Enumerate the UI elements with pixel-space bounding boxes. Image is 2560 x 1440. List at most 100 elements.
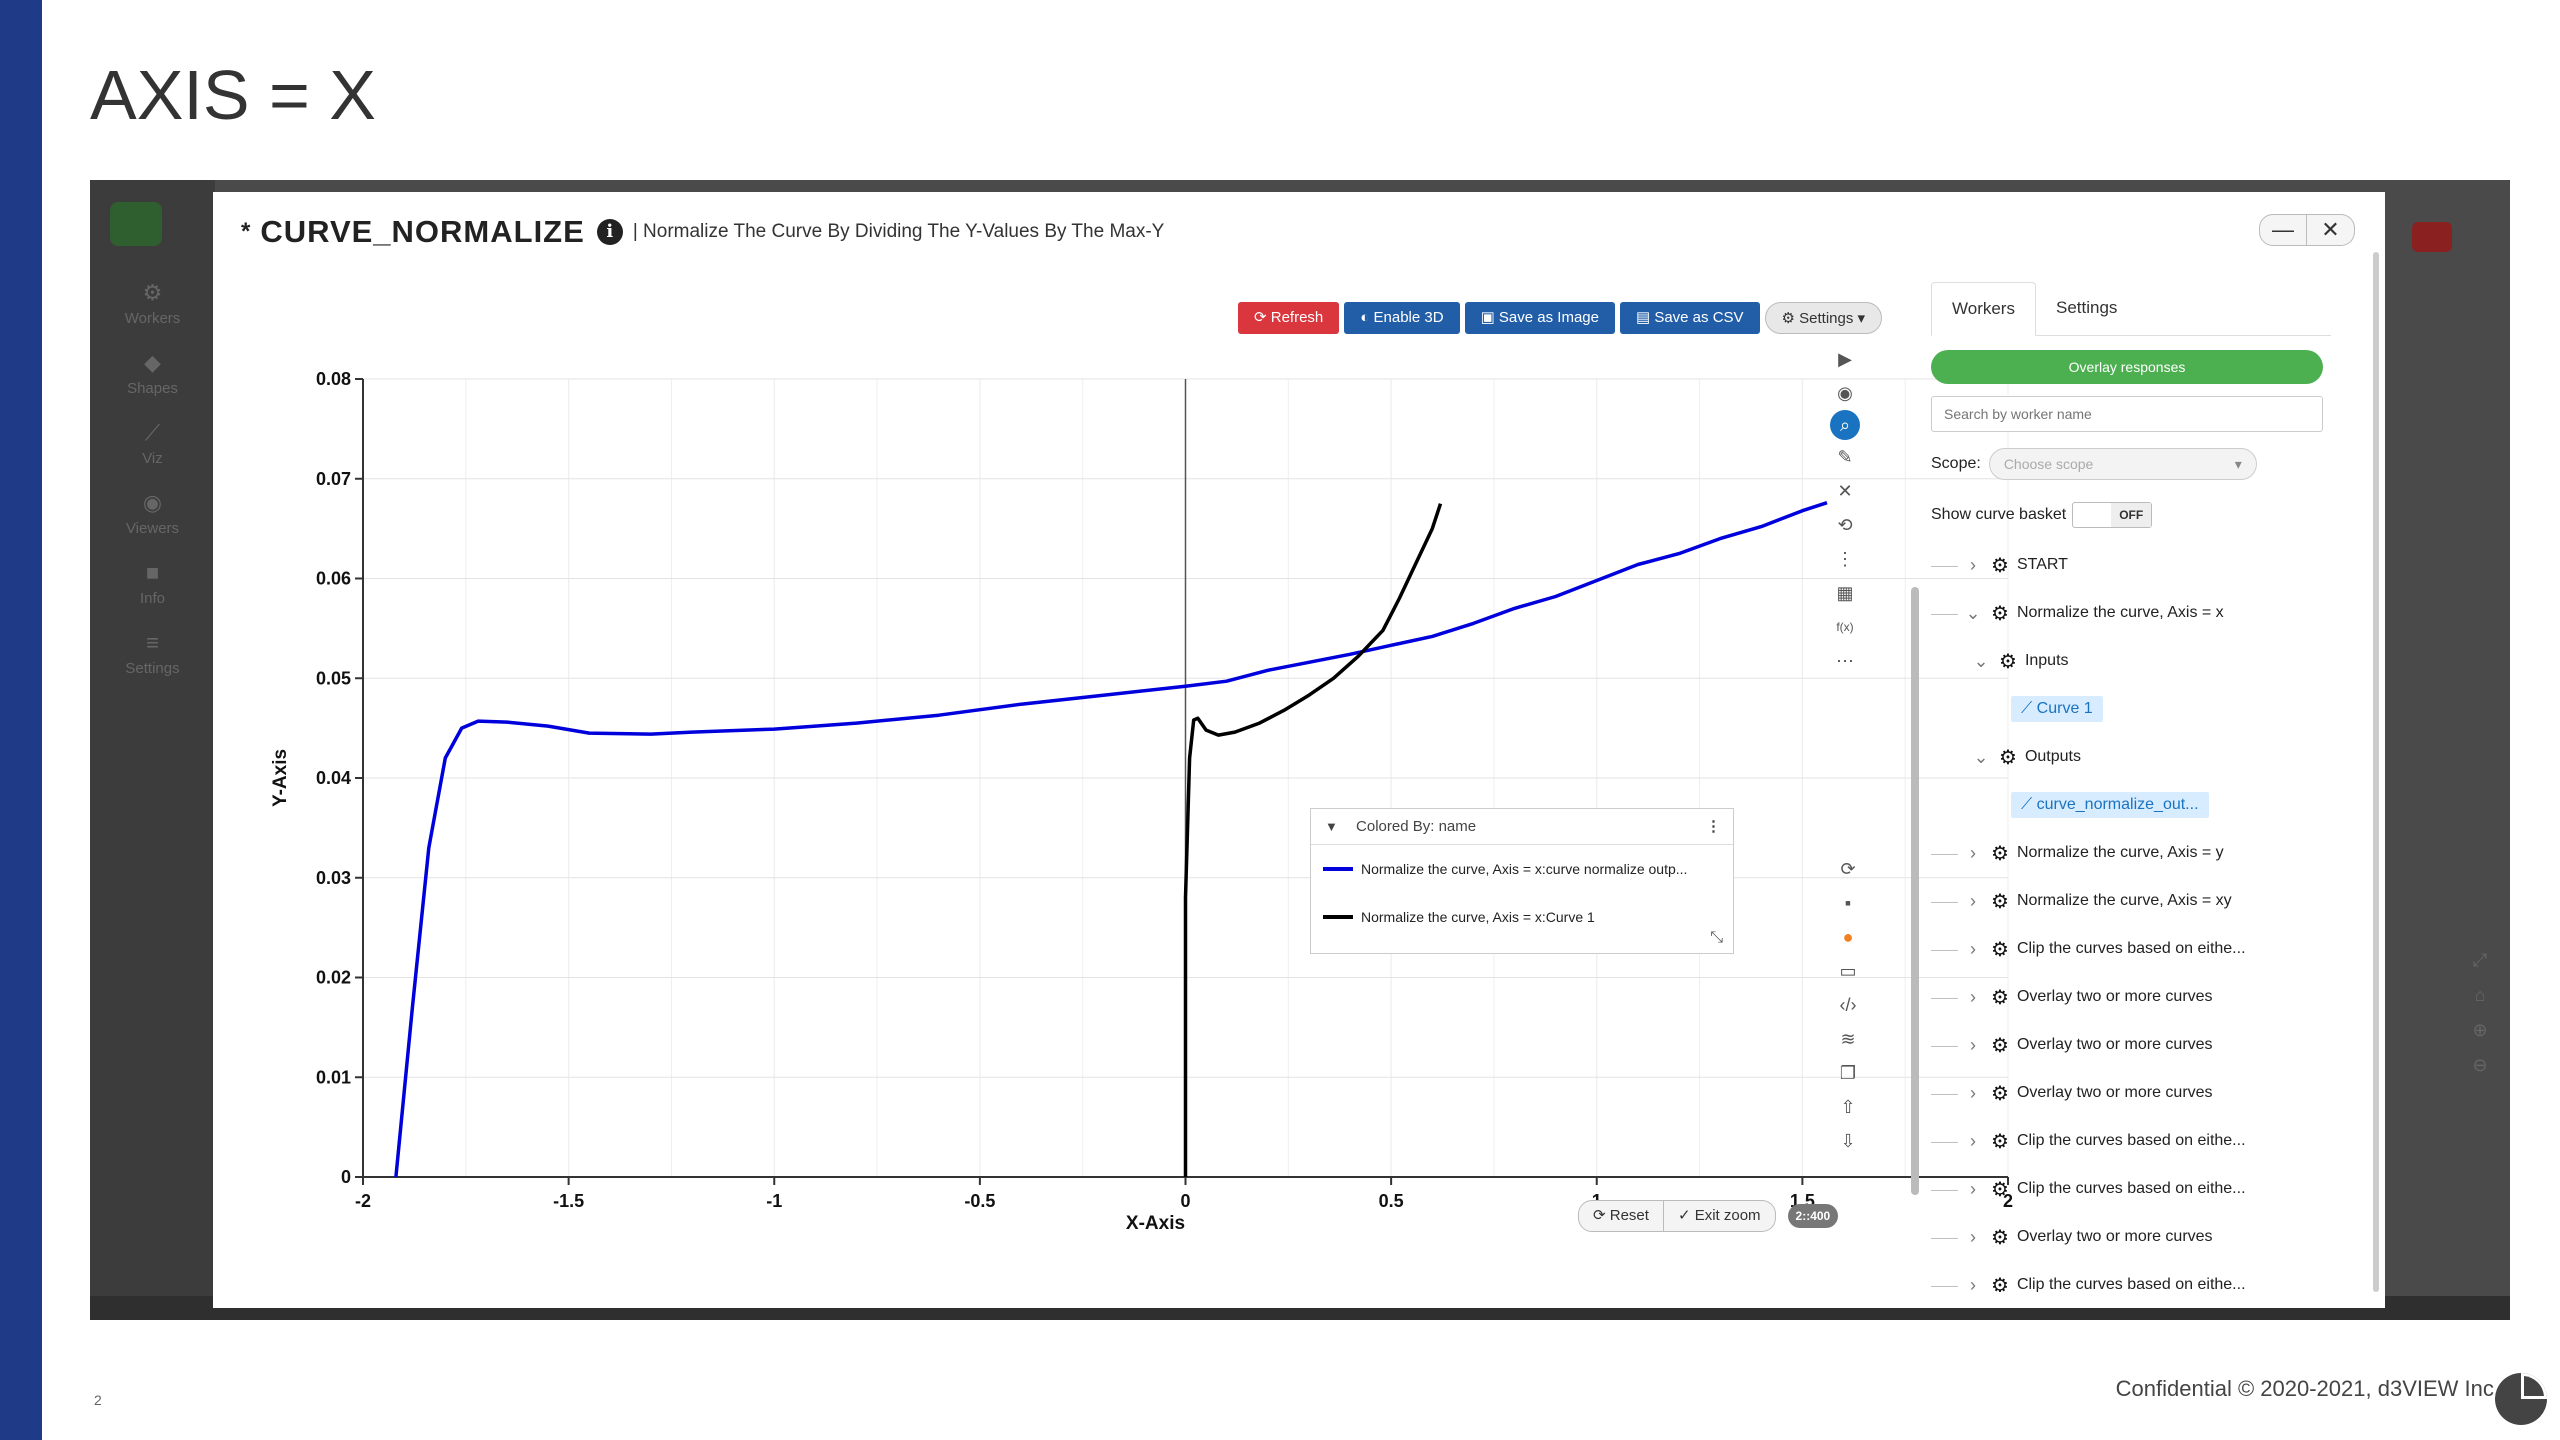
chevron-icon[interactable]: › (1970, 1130, 1976, 1151)
sync-icon[interactable]: ⟲ (1837, 515, 1853, 535)
save-icon[interactable]: ▪ (1844, 893, 1852, 913)
legend-item[interactable]: Normalize the curve, Axis = x:curve norm… (1311, 845, 1733, 893)
crosshair-icon[interactable]: ✕ (1837, 481, 1853, 501)
chevron-icon[interactable]: › (1970, 842, 1976, 863)
chevron-icon[interactable]: › (1970, 938, 1976, 959)
workers-panel: Workers Settings Overlay responses Scope… (1931, 282, 2331, 1292)
curve-basket-toggle[interactable]: OFF (2072, 502, 2153, 528)
modal-scrollbar[interactable] (2373, 252, 2379, 1292)
chevron-icon[interactable]: › (1970, 1226, 1976, 1247)
chevron-icon[interactable]: › (1970, 1082, 1976, 1103)
gear-icon: ⚙ (1991, 1130, 2009, 1153)
keyboard-icon[interactable]: ▭ (1839, 961, 1857, 981)
tree-item[interactable]: —— › ⚙ Overlay two or more curves (1931, 1034, 2213, 1057)
gear-icon: ⚙ (1999, 746, 2017, 769)
settings-dropdown[interactable]: ⚙ Settings ▾ (1764, 302, 1883, 334)
y-tick-label: 0.03 (316, 868, 351, 888)
info-icon[interactable]: i (596, 219, 623, 245)
save-csv-button[interactable]: ▤ Save as CSV (1619, 302, 1760, 334)
worker-search-input[interactable] (1931, 396, 2323, 432)
tab-workers[interactable]: Workers (1931, 282, 2036, 336)
exit-zoom-button[interactable]: ✓ Exit zoom (1663, 1200, 1776, 1232)
tree-item[interactable]: —— ⌄ ⚙ Normalize the curve, Axis = x (1931, 602, 2224, 625)
file-icon: ▤ (1635, 309, 1655, 326)
tree-connector: —— (1931, 893, 1958, 909)
chevron-icon[interactable]: ⌄ (1973, 746, 1989, 767)
tree-item[interactable]: —— › ⚙ Normalize the curve, Axis = xy (1931, 890, 2232, 913)
chevron-icon[interactable]: › (1970, 890, 1976, 911)
y-tick-label: 0 (341, 1167, 351, 1187)
chevron-icon[interactable]: › (1970, 986, 1976, 1007)
enable-3d-button[interactable]: ◐ Enable 3D (1344, 302, 1460, 334)
chevron-icon[interactable]: › (1970, 554, 1976, 575)
layers-icon[interactable]: ≋ (1840, 1029, 1856, 1049)
play-icon[interactable]: ▶ (1838, 349, 1852, 369)
tree-item[interactable]: ⌄ ⚙ Inputs (1971, 644, 2068, 678)
chevron-icon[interactable]: ⌄ (1965, 602, 1981, 623)
caret-down-icon[interactable]: ▼ (1325, 819, 1338, 834)
upload-icon[interactable]: ⇧ (1840, 1097, 1856, 1117)
tree-item[interactable]: —— › ⚙ Clip the curves based on eithe... (1931, 1130, 2246, 1153)
series-line (394, 501, 1828, 1178)
zoom-ratio-badge: 2::400 (1787, 1204, 1839, 1228)
panel-tabs: Workers Settings (1931, 282, 2331, 336)
save-image-button[interactable]: ▣ Save as Image (1464, 302, 1615, 334)
page-number: 2 (94, 1392, 102, 1408)
code-icon[interactable]: ‹/› (1839, 995, 1857, 1015)
chart-legend[interactable]: ▼ Colored By: name ⋮ Normalize the curve… (1310, 808, 1734, 954)
legend-header[interactable]: ▼ Colored By: name ⋮ (1311, 809, 1733, 845)
tree-connector: —— (1931, 557, 1958, 573)
refresh-icon[interactable]: ⟳ (1840, 859, 1856, 879)
modal-header: * CURVE_NORMALIZE i | Normalize The Curv… (241, 214, 1164, 250)
gear-icon: ⚙ (1991, 890, 2009, 913)
nav-viz[interactable]: ⟋ Viz (90, 420, 215, 467)
nav-viewers[interactable]: ◉ Viewers (90, 490, 215, 537)
tree-item[interactable]: —— › ⚙ Clip the curves based on eithe... (1931, 1178, 2246, 1201)
copy-icon[interactable]: ❐ (1839, 1063, 1857, 1083)
chevron-icon[interactable]: ⌄ (1973, 650, 1989, 671)
nav-info[interactable]: ■ Info (90, 560, 215, 607)
more-vertical-icon[interactable]: ⋮ (1836, 549, 1854, 569)
eye-icon[interactable]: ◉ (1837, 383, 1853, 403)
table-icon[interactable]: ▦ (1836, 583, 1854, 603)
zoom-tool-icon[interactable]: ⌕ (1830, 410, 1860, 440)
chart-icon: ⟋ (2021, 796, 2037, 813)
tree-item[interactable]: —— › ⚙ Overlay two or more curves (1931, 1082, 2213, 1105)
y-axis-label: Y-Axis (270, 749, 291, 807)
resize-handle-icon[interactable]: ⤡ (1710, 929, 1723, 946)
nav-shapes[interactable]: ◆ Shapes (90, 350, 215, 397)
scope-select[interactable]: Choose scope (1988, 448, 2257, 480)
close-button[interactable]: ✕ (2307, 214, 2355, 246)
overlay-responses-button[interactable]: Overlay responses (1931, 350, 2323, 384)
reset-zoom-button[interactable]: ⟳ Reset (1578, 1200, 1664, 1232)
palette-icon[interactable]: ● (1842, 927, 1854, 947)
tree-scrollbar[interactable] (1911, 587, 1919, 1195)
tree-item[interactable]: —— › ⚙ Clip the curves based on eithe... (1931, 938, 2246, 961)
tree-item[interactable]: ⌄ ⚙ Outputs (1971, 740, 2081, 774)
tree-item[interactable]: —— › ⚙ Normalize the curve, Axis = y (1931, 842, 2224, 865)
function-icon[interactable]: f(x) (1836, 620, 1854, 634)
download-icon[interactable]: ⇩ (1840, 1131, 1856, 1151)
tree-item[interactable]: ⟋ curve_normalize_out... (2011, 788, 2209, 822)
more-horizontal-icon[interactable]: ⋯ (1836, 651, 1854, 671)
tree-item[interactable]: —— › ⚙ Clip the curves based on eithe... (1931, 1268, 2246, 1293)
tree-item[interactable]: ⟋ Curve 1 (2011, 692, 2103, 726)
chevron-icon[interactable]: › (1970, 1178, 1976, 1199)
tree-item[interactable]: —— › ⚙ Overlay two or more curves (1931, 986, 2213, 1009)
chart-icon: ⟋ (144, 420, 161, 445)
more-vertical-icon[interactable]: ⋮ (1706, 818, 1721, 835)
nav-workers[interactable]: ⚙ Workers (90, 280, 215, 327)
legend-item[interactable]: Normalize the curve, Axis = x:Curve 1 (1311, 893, 1733, 941)
tree-item[interactable]: —— › ⚙ Overlay two or more curves (1931, 1226, 2213, 1249)
workers-tree: —— › ⚙ START —— ⌄ ⚙ Normalize the curve, Axis =… (1931, 540, 2311, 1293)
curve-basket-row: Show curve basket OFF (1931, 502, 2153, 528)
refresh-button[interactable]: ⟳ Refresh (1238, 302, 1340, 334)
tree-item[interactable]: —— › ⚙ START (1931, 554, 2068, 577)
tab-settings[interactable]: Settings (2055, 298, 2118, 317)
minimize-button[interactable]: — (2259, 214, 2307, 246)
pen-icon[interactable]: ✎ (1837, 447, 1853, 467)
nav-settings[interactable]: ≡ Settings (90, 630, 215, 677)
chevron-icon[interactable]: › (1970, 1034, 1976, 1055)
chevron-icon[interactable]: › (1970, 1274, 1976, 1293)
line-chart[interactable]: -2-1.5-1-0.500.511.5200.010.020.030.040.… (253, 332, 2033, 1332)
